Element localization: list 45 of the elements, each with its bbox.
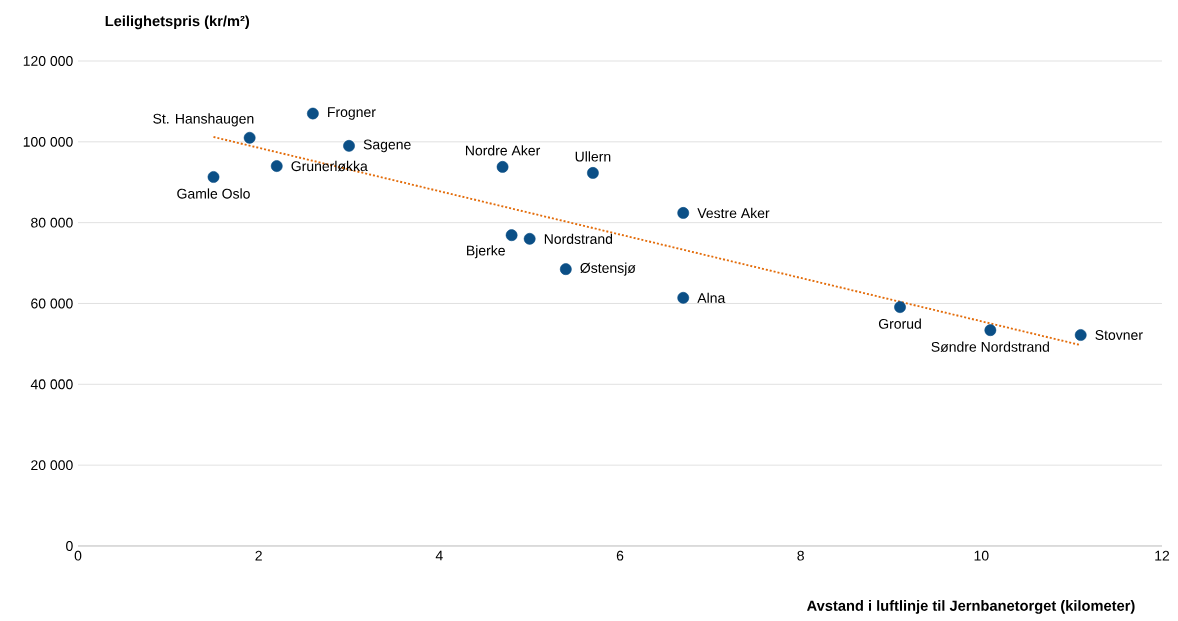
- point: [307, 107, 319, 120]
- x-axis-title: Avstand i luftlinje til Jernbanetorget (kilometer): [806, 600, 1135, 614]
- x-tick-label: 6: [616, 550, 624, 561]
- point: [587, 167, 599, 179]
- annotation: Østensjø: [580, 262, 636, 276]
- point: [677, 291, 690, 304]
- point: [677, 207, 690, 219]
- annotation: Grorud: [878, 318, 921, 329]
- annotation: Søndre Nordstrand: [931, 341, 1049, 352]
- point: [894, 301, 906, 313]
- point: [505, 229, 518, 242]
- y-tick-label: 100 000: [23, 136, 73, 147]
- x-tick-label: 0: [74, 550, 82, 561]
- point: [523, 232, 536, 245]
- point: [1074, 329, 1087, 341]
- annotation: Bjerke: [467, 245, 505, 259]
- point: [243, 131, 256, 144]
- annotation: Ullern: [575, 151, 611, 162]
- y-tick-label: 0: [66, 541, 73, 551]
- annotation: St. Hanshaugen: [153, 113, 254, 127]
- y-tick-label: 20 000: [31, 460, 73, 471]
- annotation: Nordstrand: [544, 233, 613, 244]
- y-tick-label: 40 000: [30, 379, 73, 390]
- annotation: Nordre Aker: [465, 145, 541, 156]
- y-tick-label: 80 000: [31, 217, 73, 228]
- x-tick-label: 2: [255, 550, 262, 561]
- y-axis-title: Leilighetspris (kr/m²): [105, 15, 250, 30]
- y-tick-label: 120 000: [23, 56, 73, 66]
- x-tick-label: 10: [974, 550, 989, 561]
- annotation: Vestre Aker: [697, 207, 770, 219]
- point: [559, 263, 572, 275]
- point: [207, 171, 220, 183]
- point: [984, 324, 997, 337]
- x-tick-label: 8: [797, 550, 804, 561]
- point: [343, 140, 355, 152]
- point: [270, 160, 283, 172]
- point: [496, 161, 509, 173]
- annotation: Gamle Oslo: [177, 188, 250, 199]
- x-tick-label: 12: [1155, 550, 1170, 561]
- annotation: Frogner: [328, 107, 376, 120]
- annotation: Alna: [697, 292, 726, 303]
- y-tick-label: 60 000: [31, 298, 73, 309]
- annotation: Sagene: [363, 139, 411, 153]
- annotation: Stovner: [1095, 330, 1143, 340]
- x-tick-label: 4: [435, 550, 443, 561]
